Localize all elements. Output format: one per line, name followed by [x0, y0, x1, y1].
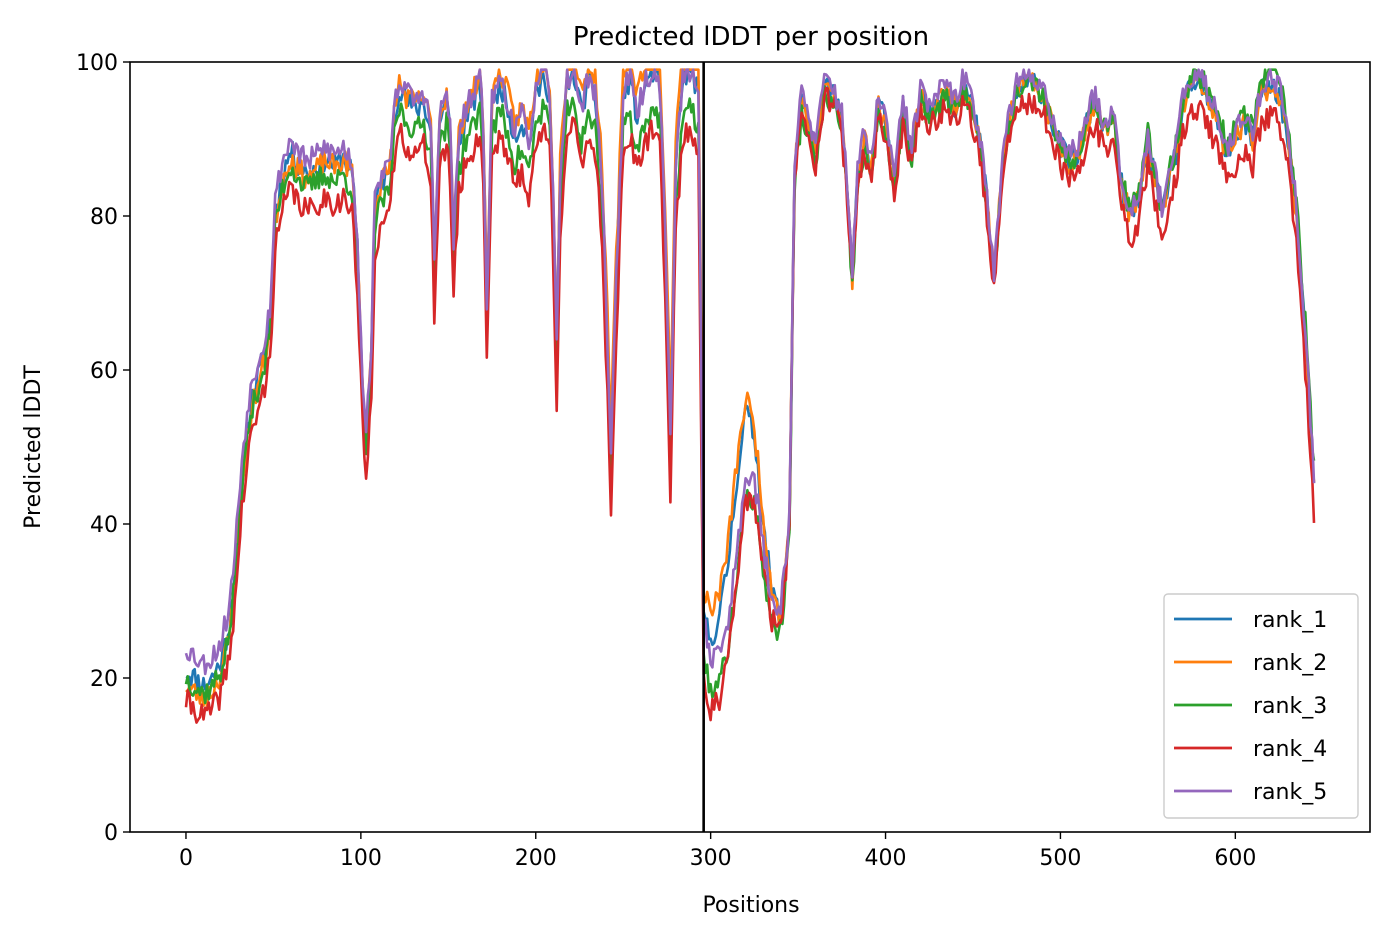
- legend-label-rank_3: rank_3: [1253, 694, 1327, 719]
- y-tick-label: 100: [76, 51, 118, 76]
- x-tick-label: 600: [1214, 846, 1256, 871]
- x-tick-label: 0: [179, 846, 193, 871]
- y-tick-label: 60: [90, 359, 118, 384]
- legend-box: [1163, 593, 1359, 819]
- x-tick-label: 100: [340, 846, 382, 871]
- y-tick-label: 80: [90, 205, 118, 230]
- legend-label-rank_4: rank_4: [1253, 737, 1327, 762]
- x-tick-label: 500: [1039, 846, 1081, 871]
- legend-label-rank_1: rank_1: [1253, 608, 1327, 633]
- chart-title: Predicted lDDT per position: [573, 22, 929, 52]
- y-axis: 0 20 40 60 80 100: [76, 51, 130, 846]
- legend-label-rank_5: rank_5: [1253, 780, 1327, 805]
- plot-frame: [129, 61, 1371, 833]
- x-tick-label: 200: [515, 846, 557, 871]
- legend-label-rank_2: rank_2: [1253, 651, 1327, 676]
- y-axis-label: Predicted lDDT: [21, 365, 46, 529]
- x-tick-label: 400: [865, 846, 907, 871]
- legend: rank_1 rank_2 rank_3 rank_4 rank_5: [1163, 593, 1359, 819]
- y-tick-label: 40: [90, 513, 118, 538]
- series-line-rank_4: [184, 86, 1316, 724]
- series-line-rank_2: [185, 68, 1316, 708]
- series-line-rank_5: [184, 68, 1316, 676]
- x-tick-label: 300: [690, 846, 732, 871]
- y-tick-label: 20: [90, 667, 118, 692]
- plot-area: [129, 61, 1371, 833]
- series-lines: [184, 68, 1316, 724]
- legend-items: rank_1 rank_2 rank_3 rank_4 rank_5: [1174, 608, 1327, 805]
- x-axis-label: Positions: [702, 893, 799, 918]
- y-tick-label: 0: [104, 821, 118, 846]
- x-axis: 0 100 200 300 400 500 600: [179, 832, 1256, 871]
